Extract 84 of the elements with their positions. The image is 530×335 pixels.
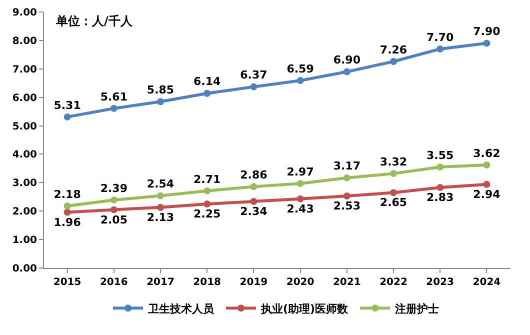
data-label: 7.70: [426, 30, 454, 44]
data-label: 3.55: [426, 148, 454, 162]
y-tick-label: 5.00: [12, 121, 38, 132]
data-label: 6.59: [286, 62, 314, 76]
point: [436, 45, 444, 52]
x-tick-label: 2022: [380, 277, 408, 288]
y-tick-label: 9.00: [12, 8, 38, 18]
point: [204, 90, 211, 97]
x-tick-label: 2019: [240, 277, 268, 288]
point: [343, 68, 350, 76]
data-label: 2.43: [286, 202, 314, 216]
point: [250, 83, 258, 90]
data-label: 2.18: [54, 188, 81, 201]
data-label: 6.90: [333, 54, 361, 67]
point: [483, 162, 490, 169]
point: [110, 206, 118, 214]
point: [483, 180, 490, 188]
data-label: 3.62: [473, 146, 500, 160]
legend-label: 注册护士: [394, 302, 440, 316]
data-label: 2.86: [240, 168, 268, 182]
point: [390, 170, 397, 178]
data-label: 7.26: [380, 43, 408, 56]
x-tick-label: 2023: [426, 277, 454, 288]
data-label: 6.14: [194, 75, 222, 88]
data-label: 2.05: [100, 213, 128, 226]
data-label: 2.53: [333, 200, 360, 213]
data-label: 2.71: [194, 172, 221, 186]
point: [343, 192, 350, 200]
point: [64, 202, 71, 210]
legend-label: 执业(助理)医师数: [260, 302, 350, 316]
point: [110, 104, 118, 112]
y-tick-label: 2.00: [12, 206, 38, 218]
point: [157, 98, 164, 106]
data-label: 2.83: [426, 191, 454, 204]
point: [390, 58, 397, 65]
point: [250, 183, 258, 190]
x-tick-label: 2015: [53, 277, 82, 288]
x-tick-label: 2024: [472, 277, 501, 288]
point: [483, 40, 490, 47]
data-label: 7.90: [473, 25, 501, 38]
legend-label: 卫生技术人员: [147, 302, 215, 316]
data-label: 2.34: [240, 205, 268, 218]
data-label: 5.61: [100, 90, 128, 104]
point: [296, 195, 304, 202]
point: [296, 77, 304, 84]
x-tick-label: 2017: [146, 277, 174, 288]
x-tick-label: 2021: [332, 277, 361, 288]
point: [204, 187, 211, 194]
point: [436, 184, 444, 191]
data-label: 5.85: [146, 83, 174, 96]
point: [64, 208, 71, 216]
x-tick-label: 2016: [100, 277, 128, 288]
point: [204, 200, 211, 208]
y-tick-label: 7.00: [12, 64, 38, 76]
annotation: 单位：人/千人: [55, 14, 134, 28]
y-tick-label: 6.00: [12, 92, 38, 104]
data-label: 1.96: [54, 216, 82, 229]
point: [157, 204, 164, 211]
point: [250, 198, 258, 205]
data-label: 2.39: [100, 182, 128, 195]
point: [110, 196, 118, 204]
point: [296, 180, 304, 188]
data-label: 3.32: [380, 155, 408, 168]
y-tick-label: 8.00: [12, 36, 38, 47]
point: [343, 174, 350, 182]
y-tick-label: 4.00: [12, 150, 38, 161]
data-label: 6.37: [240, 68, 268, 82]
y-tick-label: 3.00: [12, 178, 38, 190]
data-label: 2.65: [380, 196, 408, 210]
point: [157, 192, 164, 200]
data-label: 5.31: [54, 98, 81, 112]
y-tick-label: 0.00: [12, 264, 38, 274]
point: [64, 113, 71, 120]
data-label: 3.17: [333, 160, 360, 173]
data-label: 2.94: [473, 188, 501, 201]
point: [436, 164, 444, 171]
data-label: 2.25: [194, 208, 221, 221]
x-tick-label: 2020: [286, 277, 314, 288]
data-label: 2.54: [146, 178, 174, 191]
y-tick-label: 1.00: [12, 235, 38, 246]
x-tick-label: 2018: [193, 277, 222, 288]
data-label: 2.97: [286, 165, 314, 178]
point: [390, 189, 397, 196]
data-label: 2.13: [146, 211, 174, 224]
